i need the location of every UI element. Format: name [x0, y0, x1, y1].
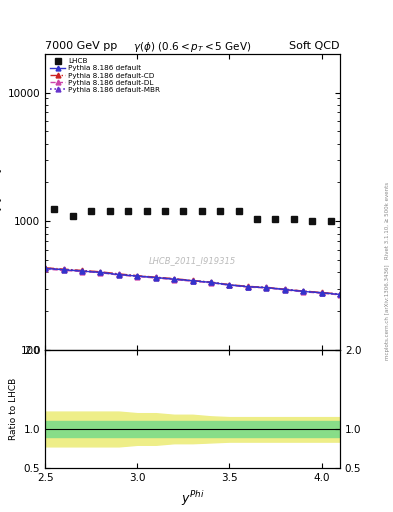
Pythia 8.186 default-MBR — [190, 278, 195, 284]
Pythia 8.186 default-MBR — [338, 291, 342, 297]
Pythia 8.186 default — [282, 286, 287, 292]
Pythia 8.186 default — [43, 265, 48, 271]
Line: Pythia 8.186 default: Pythia 8.186 default — [43, 266, 342, 297]
Pythia 8.186 default-MBR — [135, 273, 140, 279]
Pythia 8.186 default-DL — [80, 268, 84, 274]
Y-axis label: Ratio to LHCB: Ratio to LHCB — [9, 378, 18, 440]
Pythia 8.186 default — [98, 269, 103, 275]
Line: Pythia 8.186 default-MBR: Pythia 8.186 default-MBR — [43, 266, 342, 296]
Pythia 8.186 default-CD — [153, 274, 158, 280]
Pythia 8.186 default-DL — [227, 282, 232, 288]
Pythia 8.186 default-DL — [301, 289, 305, 295]
Pythia 8.186 default-DL — [190, 278, 195, 284]
Pythia 8.186 default — [135, 273, 140, 279]
LHCB — [70, 213, 75, 219]
Line: LHCB: LHCB — [51, 205, 334, 225]
Pythia 8.186 default-MBR — [227, 282, 232, 288]
LHCB — [292, 216, 296, 222]
Pythia 8.186 default-CD — [98, 269, 103, 275]
Pythia 8.186 default — [319, 290, 324, 296]
Text: LHCB_2011_I919315: LHCB_2011_I919315 — [149, 257, 236, 266]
Pythia 8.186 default-DL — [319, 290, 324, 296]
LHCB — [126, 208, 130, 214]
Pythia 8.186 default-DL — [338, 292, 342, 298]
Pythia 8.186 default — [338, 291, 342, 297]
Pythia 8.186 default — [153, 274, 158, 281]
Pythia 8.186 default-MBR — [43, 265, 48, 271]
Pythia 8.186 default-DL — [43, 266, 48, 272]
Pythia 8.186 default-CD — [190, 278, 195, 284]
LHCB — [218, 208, 222, 214]
Legend: LHCB, Pythia 8.186 default, Pythia 8.186 default-CD, Pythia 8.186 default-DL, Py: LHCB, Pythia 8.186 default, Pythia 8.186… — [48, 57, 162, 94]
Pythia 8.186 default-DL — [117, 272, 121, 278]
Pythia 8.186 default-CD — [282, 286, 287, 292]
LHCB — [255, 216, 259, 222]
Pythia 8.186 default-CD — [338, 291, 342, 297]
Pythia 8.186 default-MBR — [80, 268, 84, 274]
Pythia 8.186 default-DL — [98, 270, 103, 276]
X-axis label: $y^{Phi}$: $y^{Phi}$ — [181, 489, 204, 508]
LHCB — [329, 218, 333, 224]
Pythia 8.186 default — [190, 278, 195, 284]
LHCB — [107, 208, 112, 214]
Pythia 8.186 default — [264, 285, 269, 291]
Pythia 8.186 default-MBR — [246, 284, 250, 290]
Pythia 8.186 default — [246, 284, 250, 290]
Pythia 8.186 default-DL — [282, 287, 287, 293]
Pythia 8.186 default — [117, 271, 121, 278]
Pythia 8.186 default — [209, 280, 213, 286]
Pythia 8.186 default-CD — [301, 288, 305, 294]
Pythia 8.186 default-MBR — [153, 274, 158, 281]
LHCB — [199, 208, 204, 214]
LHCB — [89, 208, 94, 214]
Pythia 8.186 default-CD — [227, 282, 232, 288]
LHCB — [181, 208, 186, 214]
LHCB — [310, 218, 315, 224]
Y-axis label: dσ /dy [mu b]: dσ /dy [mu b] — [0, 168, 2, 235]
Pythia 8.186 default-DL — [264, 285, 269, 291]
Pythia 8.186 default-CD — [209, 279, 213, 285]
Pythia 8.186 default-MBR — [264, 284, 269, 290]
LHCB — [163, 208, 167, 214]
Pythia 8.186 default-MBR — [301, 288, 305, 294]
Line: Pythia 8.186 default-DL: Pythia 8.186 default-DL — [43, 267, 342, 297]
Text: Rivet 3.1.10, ≥ 500k events: Rivet 3.1.10, ≥ 500k events — [385, 182, 389, 259]
Pythia 8.186 default-MBR — [282, 286, 287, 292]
Pythia 8.186 default-CD — [61, 266, 66, 272]
LHCB — [273, 216, 278, 222]
Pythia 8.186 default-MBR — [209, 280, 213, 286]
Pythia 8.186 default-CD — [80, 267, 84, 273]
Pythia 8.186 default — [80, 268, 84, 274]
Title: $\gamma(\phi)\ (0.6 < p_T < 5\ \mathrm{GeV})$: $\gamma(\phi)\ (0.6 < p_T < 5\ \mathrm{G… — [133, 39, 252, 54]
Pythia 8.186 default-DL — [246, 284, 250, 290]
Pythia 8.186 default — [61, 267, 66, 273]
Pythia 8.186 default-MBR — [117, 271, 121, 278]
Pythia 8.186 default — [227, 282, 232, 288]
Pythia 8.186 default-DL — [61, 267, 66, 273]
Pythia 8.186 default-CD — [264, 284, 269, 290]
LHCB — [144, 208, 149, 214]
Pythia 8.186 default-CD — [117, 271, 121, 277]
LHCB — [52, 206, 57, 212]
Pythia 8.186 default-MBR — [319, 290, 324, 296]
Pythia 8.186 default-CD — [172, 275, 176, 282]
Pythia 8.186 default — [301, 288, 305, 294]
Pythia 8.186 default-CD — [43, 265, 48, 271]
Pythia 8.186 default-DL — [209, 280, 213, 286]
Pythia 8.186 default-DL — [172, 276, 176, 283]
Pythia 8.186 default-MBR — [172, 276, 176, 282]
LHCB — [236, 208, 241, 214]
Text: Soft QCD: Soft QCD — [290, 41, 340, 51]
Pythia 8.186 default-CD — [135, 272, 140, 279]
Pythia 8.186 default-CD — [246, 283, 250, 289]
Text: 7000 GeV pp: 7000 GeV pp — [45, 41, 118, 51]
Pythia 8.186 default-DL — [153, 275, 158, 281]
Pythia 8.186 default — [172, 276, 176, 282]
Line: Pythia 8.186 default-CD: Pythia 8.186 default-CD — [43, 265, 342, 296]
Pythia 8.186 default-MBR — [61, 266, 66, 272]
Pythia 8.186 default-MBR — [98, 269, 103, 275]
Pythia 8.186 default-DL — [135, 273, 140, 280]
Pythia 8.186 default-CD — [319, 289, 324, 295]
Text: mcplots.cern.ch [arXiv:1306.3436]: mcplots.cern.ch [arXiv:1306.3436] — [385, 265, 389, 360]
